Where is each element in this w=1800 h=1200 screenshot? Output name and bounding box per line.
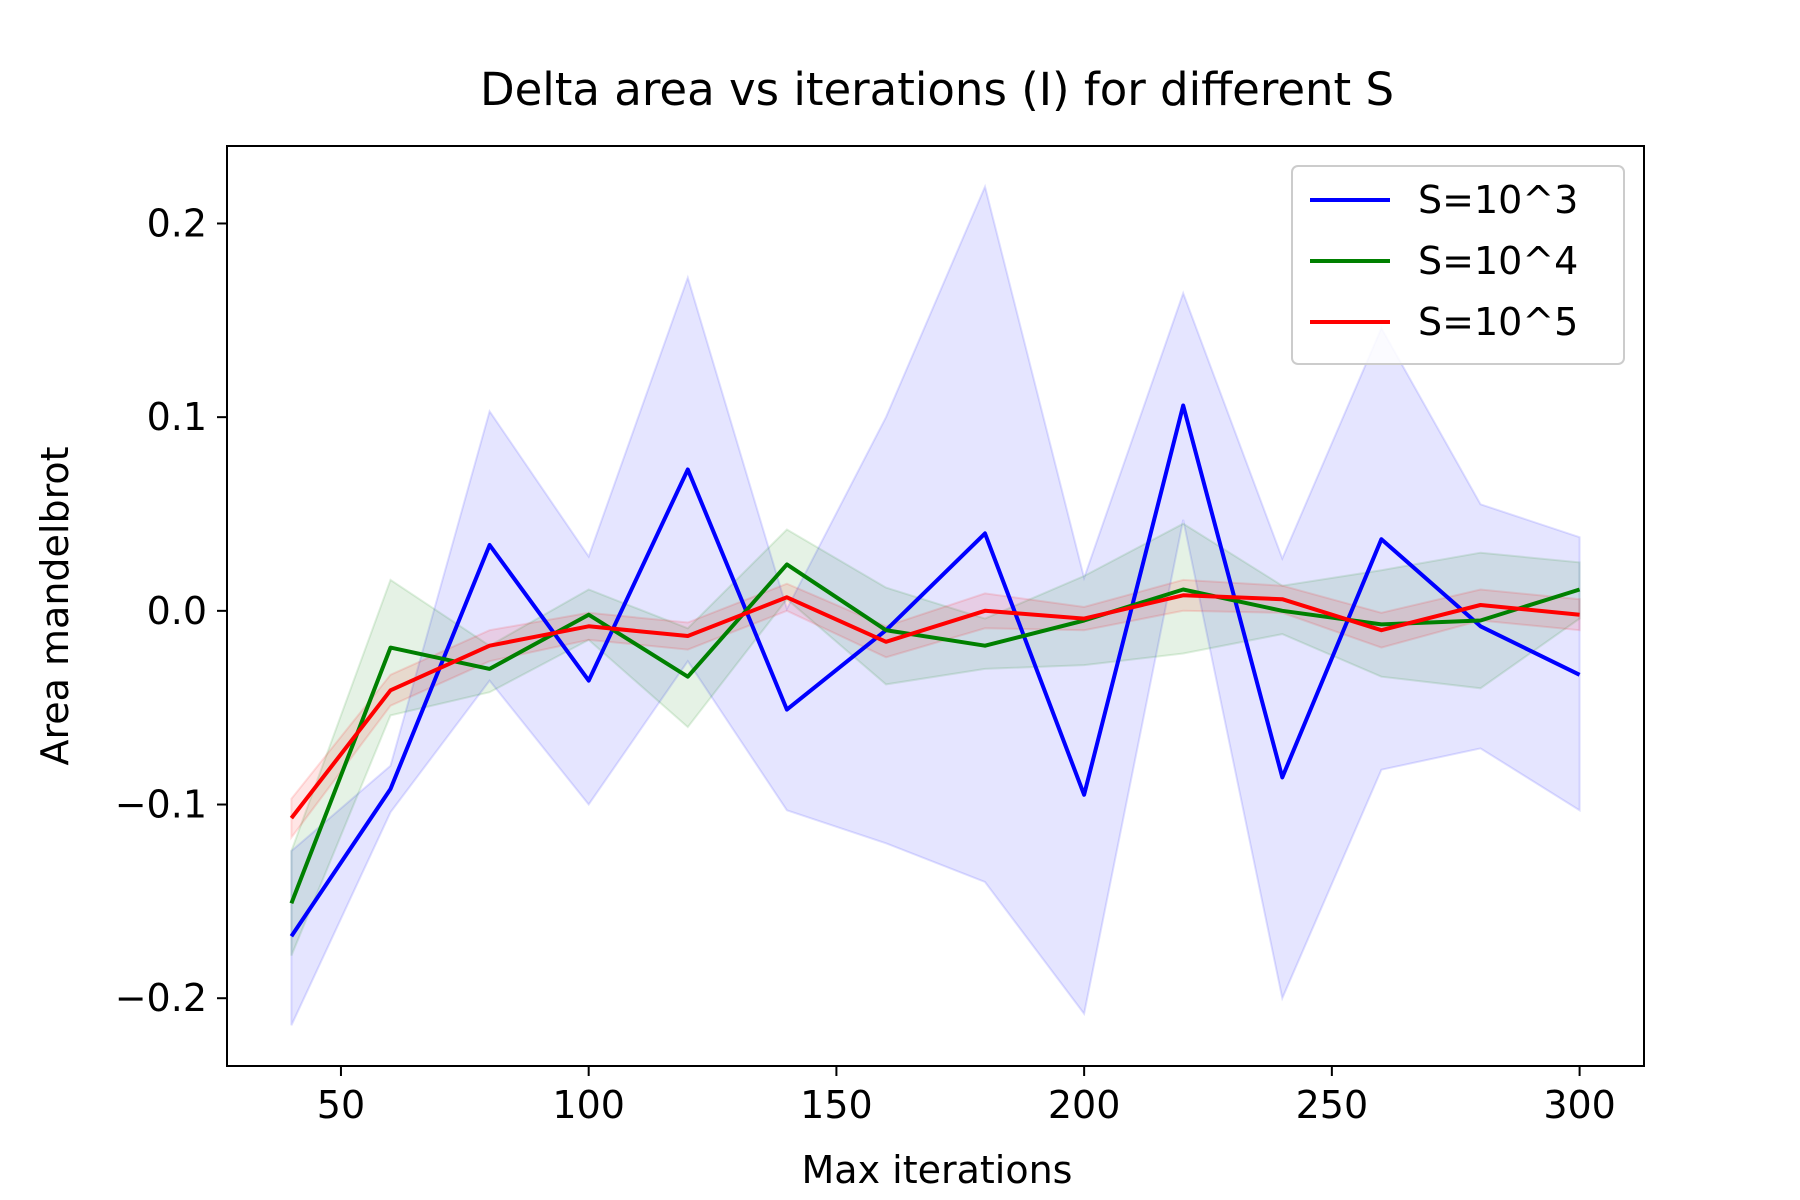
x-tick-label: 250 [1296,1083,1369,1127]
line-series-2 [289,562,1581,905]
x-tick-label: 100 [552,1083,625,1127]
x-tick-label: 300 [1543,1083,1616,1127]
y-tick-label: −0.2 [115,976,207,1020]
x-tick-label: 150 [800,1083,873,1127]
y-axis-ticks: 0.2 0.1 0.0 −0.1 −0.2 [115,201,227,1020]
y-tick-label: 0.2 [147,201,207,245]
band-series-1 [290,183,1581,1026]
line-series-1 [289,403,1581,938]
y-tick-label: −0.1 [115,783,207,827]
x-axis-title: Max iterations [802,1148,1073,1192]
x-tick-label: 50 [317,1083,365,1127]
x-tick-label: 200 [1048,1083,1121,1127]
legend-label-1: S=10^3 [1418,178,1578,222]
legend-label-2: S=10^4 [1418,239,1578,283]
series-lines [289,403,1581,938]
x-axis-ticks: 50 100 150 200 250 300 [317,1066,1616,1127]
line-series-3 [289,593,1580,820]
y-tick-label: 0.1 [147,395,207,439]
y-tick-label: 0.0 [147,589,207,633]
band-series-3 [290,578,1581,841]
plot-area-frame [226,145,1645,1067]
legend-label-3: S=10^5 [1418,300,1578,344]
legend-box [1291,165,1625,365]
chart-title: Delta area vs iterations (I) for differe… [480,63,1394,116]
legend: S=10^3 S=10^4 S=10^5 [1291,165,1625,365]
y-axis-title: Area mandelbrot [33,446,77,765]
